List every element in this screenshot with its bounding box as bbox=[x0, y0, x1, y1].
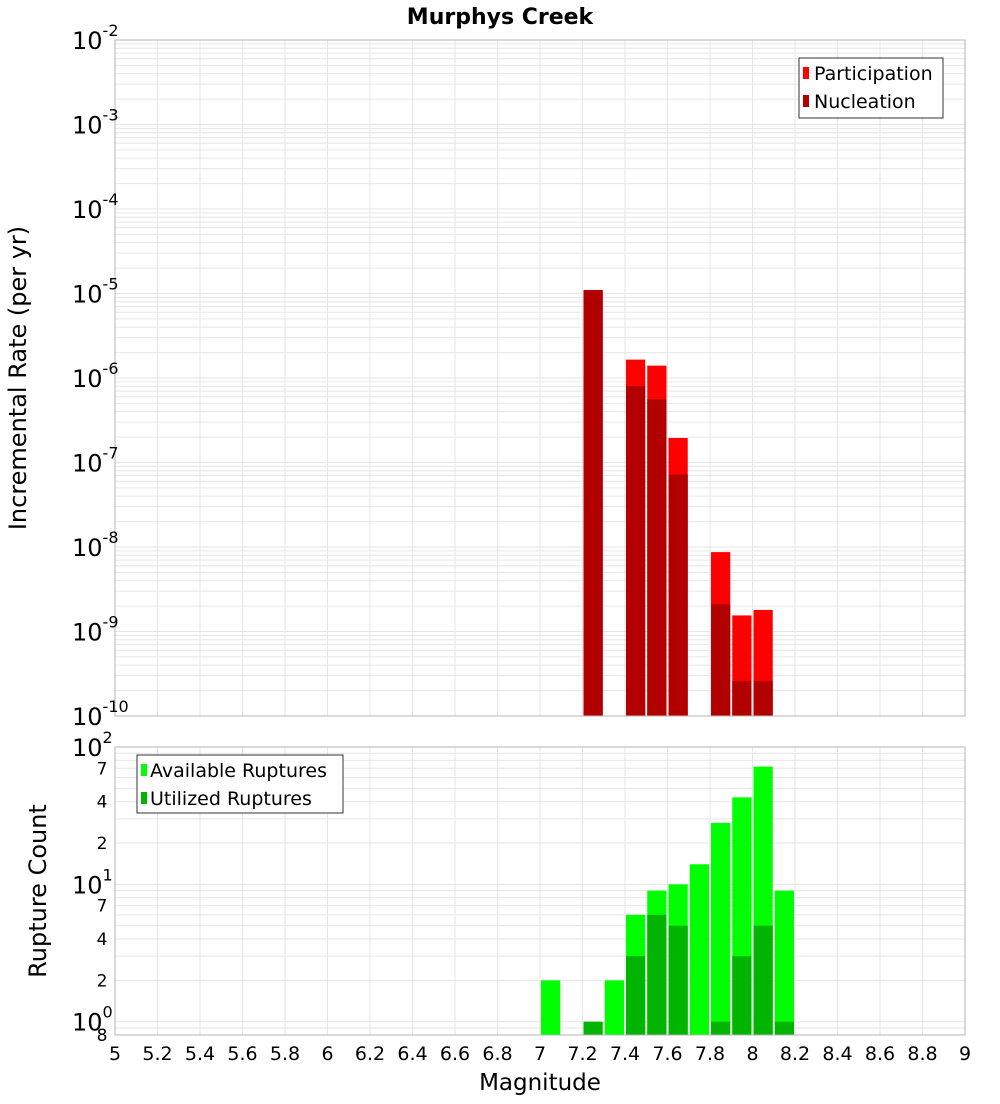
rupture-count-panel: 100 101 102 8 2 4 7 2 4 7 Rupture Count Available… bbox=[24, 728, 966, 1046]
utilized-ruptures-legend-label: Utilized Ruptures bbox=[150, 788, 312, 810]
x-tick-label: 9 bbox=[959, 1043, 971, 1065]
x-tick-label: 6.8 bbox=[482, 1043, 512, 1065]
utilized-ruptures-bar bbox=[626, 956, 646, 1035]
utilized-ruptures-bar bbox=[668, 925, 688, 1035]
x-tick-label: 7.2 bbox=[567, 1043, 597, 1065]
rate-legend: Participation Nucleation bbox=[798, 57, 944, 119]
utilized-ruptures-bar bbox=[732, 956, 752, 1035]
x-axis-label: Magnitude bbox=[479, 1070, 601, 1096]
x-tick-label: 7.6 bbox=[652, 1043, 682, 1065]
x-tick-label: 5.8 bbox=[270, 1043, 300, 1065]
x-tick-label: 6 bbox=[321, 1043, 333, 1065]
available-ruptures-legend-label: Available Ruptures bbox=[150, 760, 327, 782]
utilized-ruptures-bar bbox=[711, 1021, 731, 1035]
rate-y-tick-label: 10-2 bbox=[72, 21, 119, 55]
x-tick-label: 6.6 bbox=[440, 1043, 470, 1065]
participation-legend-swatch bbox=[803, 67, 809, 79]
x-tick-label: 7.4 bbox=[610, 1043, 640, 1065]
available-ruptures-bar bbox=[774, 890, 794, 1035]
x-tick-label: 5.4 bbox=[185, 1043, 215, 1065]
rupture-y-minor-tick-label: 4 bbox=[97, 793, 108, 813]
rate-y-tick-labels: 10-10 10-9 10-8 10-7 10-6 10-5 10-4 10-3 10-2 bbox=[72, 21, 129, 731]
nucleation-bar bbox=[668, 474, 688, 716]
x-tick-label: 6.4 bbox=[397, 1043, 427, 1065]
x-tick-label: 8.8 bbox=[907, 1043, 937, 1065]
x-tick-label: 6.2 bbox=[355, 1043, 385, 1065]
utilized-ruptures-bar bbox=[774, 1021, 794, 1035]
nucleation-bar bbox=[583, 290, 603, 716]
utilized-ruptures-legend-swatch bbox=[141, 792, 147, 804]
chart-title: Murphys Creek bbox=[407, 5, 595, 30]
rupture-y-tick-label: 101 bbox=[72, 865, 113, 899]
rate-y-tick-label: 10-3 bbox=[72, 106, 119, 140]
rate-y-tick-label: 10-10 bbox=[72, 697, 129, 731]
x-tick-label: 5.6 bbox=[227, 1043, 257, 1065]
available-ruptures-bar bbox=[689, 864, 709, 1035]
participation-legend-label: Participation bbox=[814, 63, 933, 85]
available-ruptures-bar bbox=[541, 980, 561, 1035]
rupture-plot-frame bbox=[114, 746, 966, 1036]
rupture-y-axis-label: Rupture Count bbox=[24, 804, 52, 978]
rupture-y-minor-tick-label: 7 bbox=[97, 759, 108, 779]
rupture-y-tick-label: 102 bbox=[72, 728, 113, 762]
utilized-ruptures-bar bbox=[647, 914, 667, 1035]
rupture-y-tick-label: 100 bbox=[72, 1003, 113, 1037]
rupture-legend: Available Ruptures Utilized Ruptures bbox=[136, 754, 344, 814]
rate-bars bbox=[583, 290, 773, 716]
x-tick-label: 7.8 bbox=[695, 1043, 725, 1065]
x-tick-labels: 5 5.2 5.4 5.6 5.8 6 6.2 6.4 6.6 6.8 7 7.2 7.4 7.6 7.8 8… bbox=[109, 1043, 971, 1065]
available-ruptures-bar bbox=[711, 822, 731, 1035]
nucleation-bar bbox=[753, 680, 773, 716]
rupture-legend-box bbox=[136, 754, 344, 814]
available-ruptures-legend-swatch bbox=[141, 764, 147, 776]
rate-panel: 10-10 10-9 10-8 10-7 10-6 10-5 10-4 10-3 10-2 In… bbox=[4, 21, 966, 731]
rate-legend-box bbox=[798, 57, 944, 119]
rate-y-tick-label: 10-8 bbox=[72, 528, 119, 562]
x-tick-label: 5.2 bbox=[142, 1043, 172, 1065]
nucleation-legend-swatch bbox=[803, 95, 809, 107]
nucleation-bar bbox=[647, 399, 667, 716]
x-tick-label: 8.4 bbox=[822, 1043, 852, 1065]
nucleation-bar bbox=[732, 680, 752, 716]
rate-y-axis-label: Incremental Rate (per yr) bbox=[4, 226, 32, 530]
rupture-y-minor-tick-label: 4 bbox=[97, 930, 108, 950]
nucleation-bar bbox=[626, 386, 646, 716]
rate-y-tick-label: 10-5 bbox=[72, 275, 119, 309]
x-tick-label: 8 bbox=[746, 1043, 758, 1065]
nucleation-legend-label: Nucleation bbox=[814, 91, 916, 113]
rate-y-tick-label: 10-7 bbox=[72, 444, 119, 478]
rupture-y-minor-tick-label: 2 bbox=[97, 834, 108, 854]
rupture-y-tick-labels: 100 101 102 8 2 4 7 2 4 7 bbox=[72, 728, 113, 1046]
nucleation-bar bbox=[711, 604, 731, 716]
rate-y-tick-label: 10-6 bbox=[72, 359, 119, 393]
rupture-y-minor-tick-label: 7 bbox=[97, 897, 108, 917]
rupture-bars bbox=[541, 766, 794, 1035]
rupture-y-minor-tick-label: 2 bbox=[97, 971, 108, 991]
rate-gridlines bbox=[114, 40, 966, 717]
available-ruptures-bar bbox=[604, 980, 624, 1035]
x-tick-label: 7 bbox=[534, 1043, 546, 1065]
rate-y-tick-label: 10-9 bbox=[72, 613, 119, 647]
x-tick-label: 8.6 bbox=[865, 1043, 895, 1065]
rupture-y-minor-tick-label: 8 bbox=[97, 1026, 108, 1046]
x-tick-label: 8.2 bbox=[780, 1043, 810, 1065]
rate-y-tick-label: 10-4 bbox=[72, 190, 119, 224]
utilized-ruptures-bar bbox=[583, 1021, 603, 1035]
x-tick-label: 5 bbox=[109, 1043, 121, 1065]
rate-plot-frame bbox=[114, 39, 966, 717]
utilized-ruptures-bar bbox=[753, 925, 773, 1035]
